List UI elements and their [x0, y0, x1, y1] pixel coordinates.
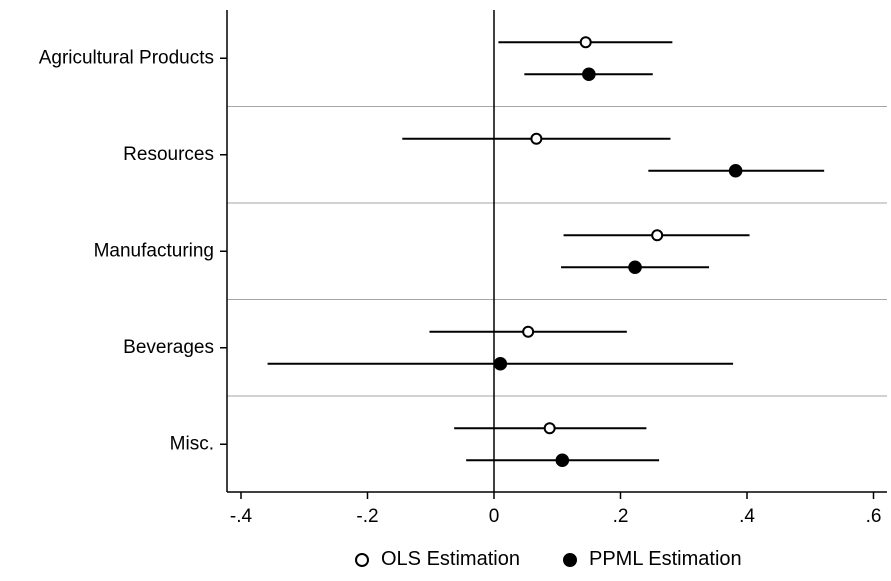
point-estimate-ppml [628, 260, 642, 275]
point-estimate-ols [522, 325, 535, 338]
point-estimate-ppml [582, 67, 596, 82]
point-estimate-ppml [555, 453, 570, 468]
category-separators [227, 106, 887, 397]
x-tick-label: 0 [489, 506, 500, 527]
x-tick-label: .2 [613, 506, 629, 527]
y-tick-label: Agricultural Products [39, 47, 214, 68]
x-tick-label: .4 [739, 506, 755, 527]
point-estimate-ols [543, 422, 556, 435]
legend-item-ppml: PPML Estimation [563, 548, 742, 571]
hollow-circle-icon [355, 552, 369, 567]
x-tick-label: -.2 [356, 506, 378, 527]
point-estimate-ols [651, 229, 664, 242]
filled-circle-icon [563, 552, 577, 567]
y-tick-label: Manufacturing [94, 240, 214, 261]
legend-label-ols: OLS Estimation [381, 548, 520, 570]
coefficient-plot: Agricultural Products Resources Manufactur… [39, 10, 887, 527]
legend-label-ppml: PPML Estimation [589, 548, 742, 570]
x-tick-label: -.4 [230, 506, 253, 527]
x-tick-label: .6 [866, 506, 882, 527]
y-tick-label: Resources [123, 144, 214, 165]
y-tick-label: Misc. [170, 433, 214, 454]
legend: OLS Estimation PPML Estimation [0, 548, 891, 578]
point-estimate-ols [530, 132, 543, 145]
legend-item-ols: OLS Estimation [355, 548, 520, 571]
point-estimates [493, 36, 743, 468]
point-estimate-ppml [728, 163, 743, 178]
y-tick-label: Beverages [123, 337, 214, 358]
x-axis: -.4 -.2 0 .2 .4 .6 [227, 491, 887, 527]
confidence-intervals [267, 41, 825, 462]
point-estimate-ppml [493, 356, 508, 371]
y-axis: Agricultural Products Resources Manufactur… [39, 10, 228, 492]
point-estimate-ols [579, 36, 592, 49]
